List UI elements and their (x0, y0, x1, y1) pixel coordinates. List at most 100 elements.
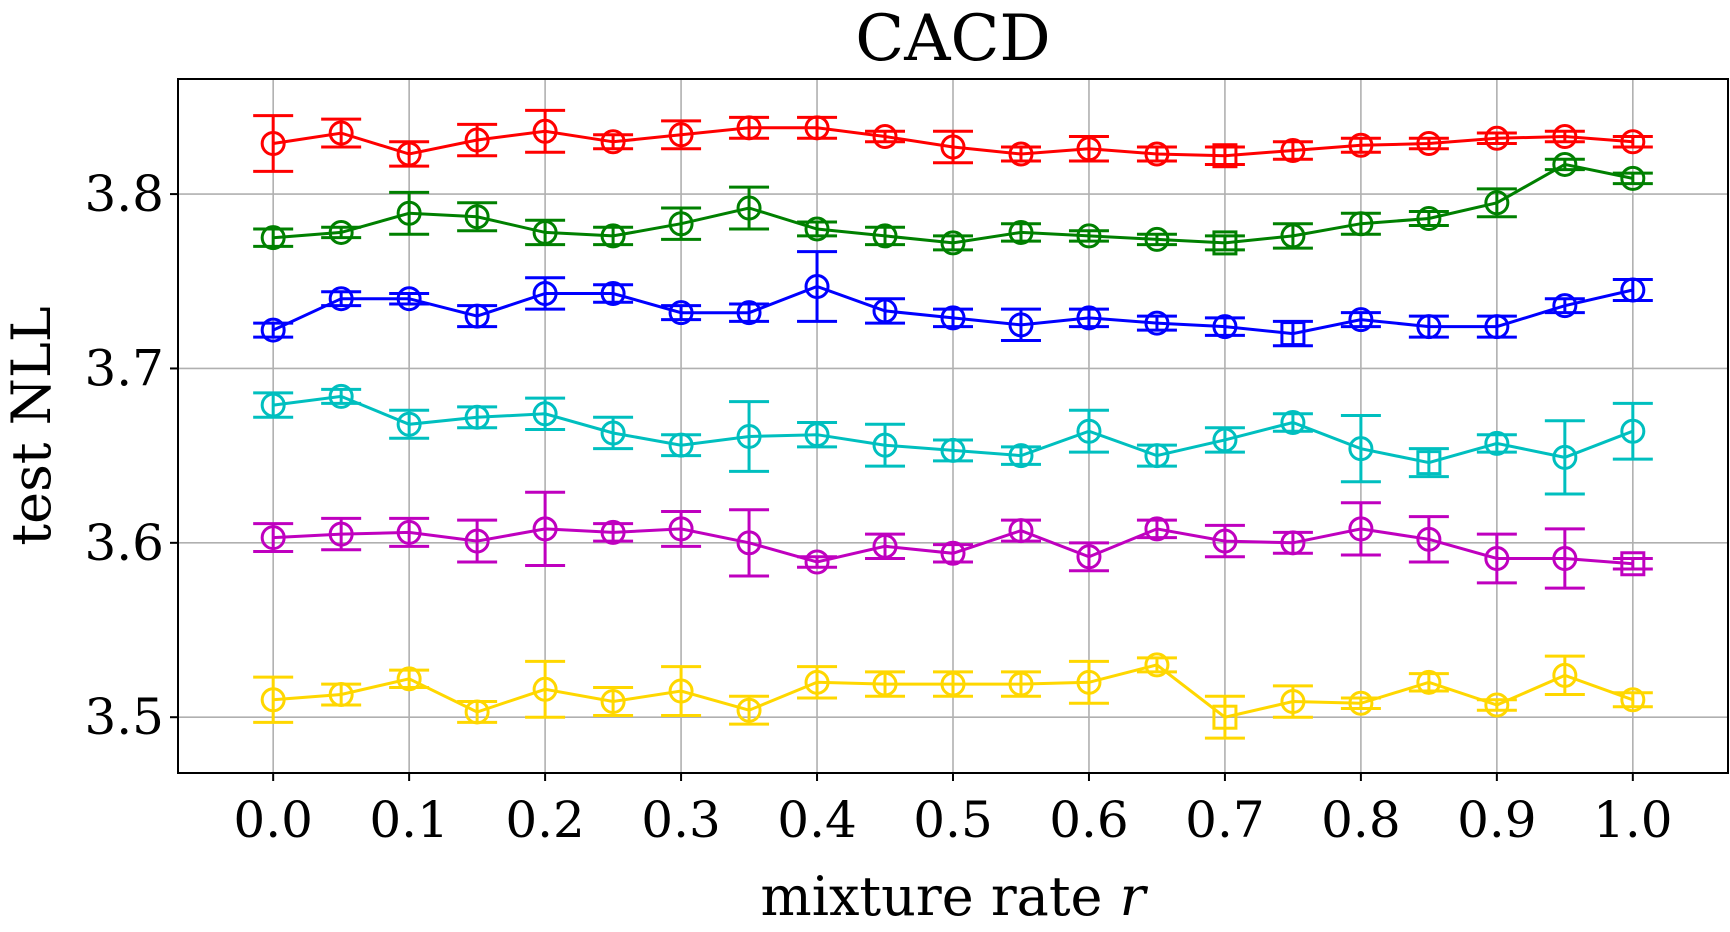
data-point (1484, 430, 1510, 456)
data-point (872, 124, 898, 150)
data-point (1008, 518, 1034, 544)
data-point (1280, 410, 1306, 436)
data-point (532, 280, 558, 306)
data-point (1144, 141, 1170, 167)
data-point (260, 525, 286, 551)
data-point (1348, 690, 1374, 716)
data-point (1348, 436, 1374, 462)
data-point (1620, 165, 1646, 191)
data-point (328, 120, 354, 146)
x-axis-title: mixture rate r (760, 865, 1148, 928)
data-point (1212, 427, 1238, 453)
y-axis-title: test NLL (0, 306, 63, 545)
data-point (396, 286, 422, 312)
data-point (1416, 131, 1442, 157)
data-point (1484, 190, 1510, 216)
data-point (668, 432, 694, 458)
data-point (532, 118, 558, 144)
data-point (464, 528, 490, 554)
data-point (328, 286, 354, 312)
data-point (260, 317, 286, 343)
data-point (804, 669, 830, 695)
data-point (396, 141, 422, 167)
data-point (1348, 516, 1374, 542)
data-point (1484, 692, 1510, 718)
series-blue (253, 250, 1653, 348)
x-tick-label: 0.5 (913, 791, 993, 849)
data-point (1076, 669, 1102, 695)
data-point (328, 219, 354, 245)
x-tick-label: 0.9 (1457, 791, 1537, 849)
data-point (464, 127, 490, 153)
data-point (1416, 314, 1442, 340)
data-point (260, 392, 286, 418)
data-point (600, 689, 626, 715)
data-point (1008, 443, 1034, 469)
data-point (668, 300, 694, 326)
data-point (668, 678, 694, 704)
data-point (1552, 546, 1578, 572)
data-point-square (1212, 143, 1238, 169)
data-point (1280, 530, 1306, 556)
data-point-square (1280, 321, 1306, 347)
data-point (1076, 544, 1102, 570)
data-point (600, 129, 626, 155)
y-tick-label: 3.6 (84, 514, 164, 572)
data-point (872, 298, 898, 324)
series-green (253, 151, 1653, 256)
data-point (1552, 151, 1578, 177)
data-point (1144, 516, 1170, 542)
data-point (1620, 687, 1646, 713)
series-red (253, 108, 1653, 173)
data-point (736, 530, 762, 556)
data-point (1416, 205, 1442, 231)
data-point (736, 423, 762, 449)
data-point (600, 223, 626, 249)
series-layer (253, 108, 1653, 740)
data-point (464, 404, 490, 430)
data-point (736, 115, 762, 141)
data-point (396, 200, 422, 226)
data-point (1212, 528, 1238, 554)
data-point-square (1212, 230, 1238, 256)
data-point (260, 225, 286, 251)
data-point (1280, 689, 1306, 715)
data-point (396, 519, 422, 545)
data-point (1076, 418, 1102, 444)
y-tick-label: 3.7 (84, 339, 164, 397)
data-point (804, 115, 830, 141)
data-point (1620, 418, 1646, 444)
data-point (736, 697, 762, 723)
data-point (1076, 305, 1102, 331)
x-tick-label: 0.1 (369, 791, 449, 849)
data-point (532, 401, 558, 427)
data-point (668, 122, 694, 148)
x-tick-label: 0.3 (641, 791, 721, 849)
data-point (1484, 125, 1510, 151)
data-point (1008, 671, 1034, 697)
data-point (396, 666, 422, 692)
data-point (1552, 124, 1578, 150)
data-point (736, 195, 762, 221)
y-tick-label: 3.8 (84, 165, 164, 223)
series-cyan (253, 383, 1653, 496)
data-point (328, 383, 354, 409)
data-point (600, 420, 626, 446)
data-point (464, 303, 490, 329)
data-point (260, 131, 286, 157)
x-axis-title-text: mixture rate (760, 865, 1102, 928)
data-point (396, 411, 422, 437)
x-tick-label: 0.8 (1321, 791, 1401, 849)
data-point-square (1416, 450, 1442, 476)
data-point (804, 274, 830, 300)
data-point (804, 422, 830, 448)
data-point (1484, 314, 1510, 340)
data-point (600, 280, 626, 306)
x-tick-label: 0.0 (233, 791, 313, 849)
data-point (1348, 211, 1374, 237)
x-tick-label: 0.6 (1049, 791, 1129, 849)
data-point (940, 230, 966, 256)
data-point (1348, 307, 1374, 333)
data-point (1552, 444, 1578, 470)
data-point (1552, 662, 1578, 688)
